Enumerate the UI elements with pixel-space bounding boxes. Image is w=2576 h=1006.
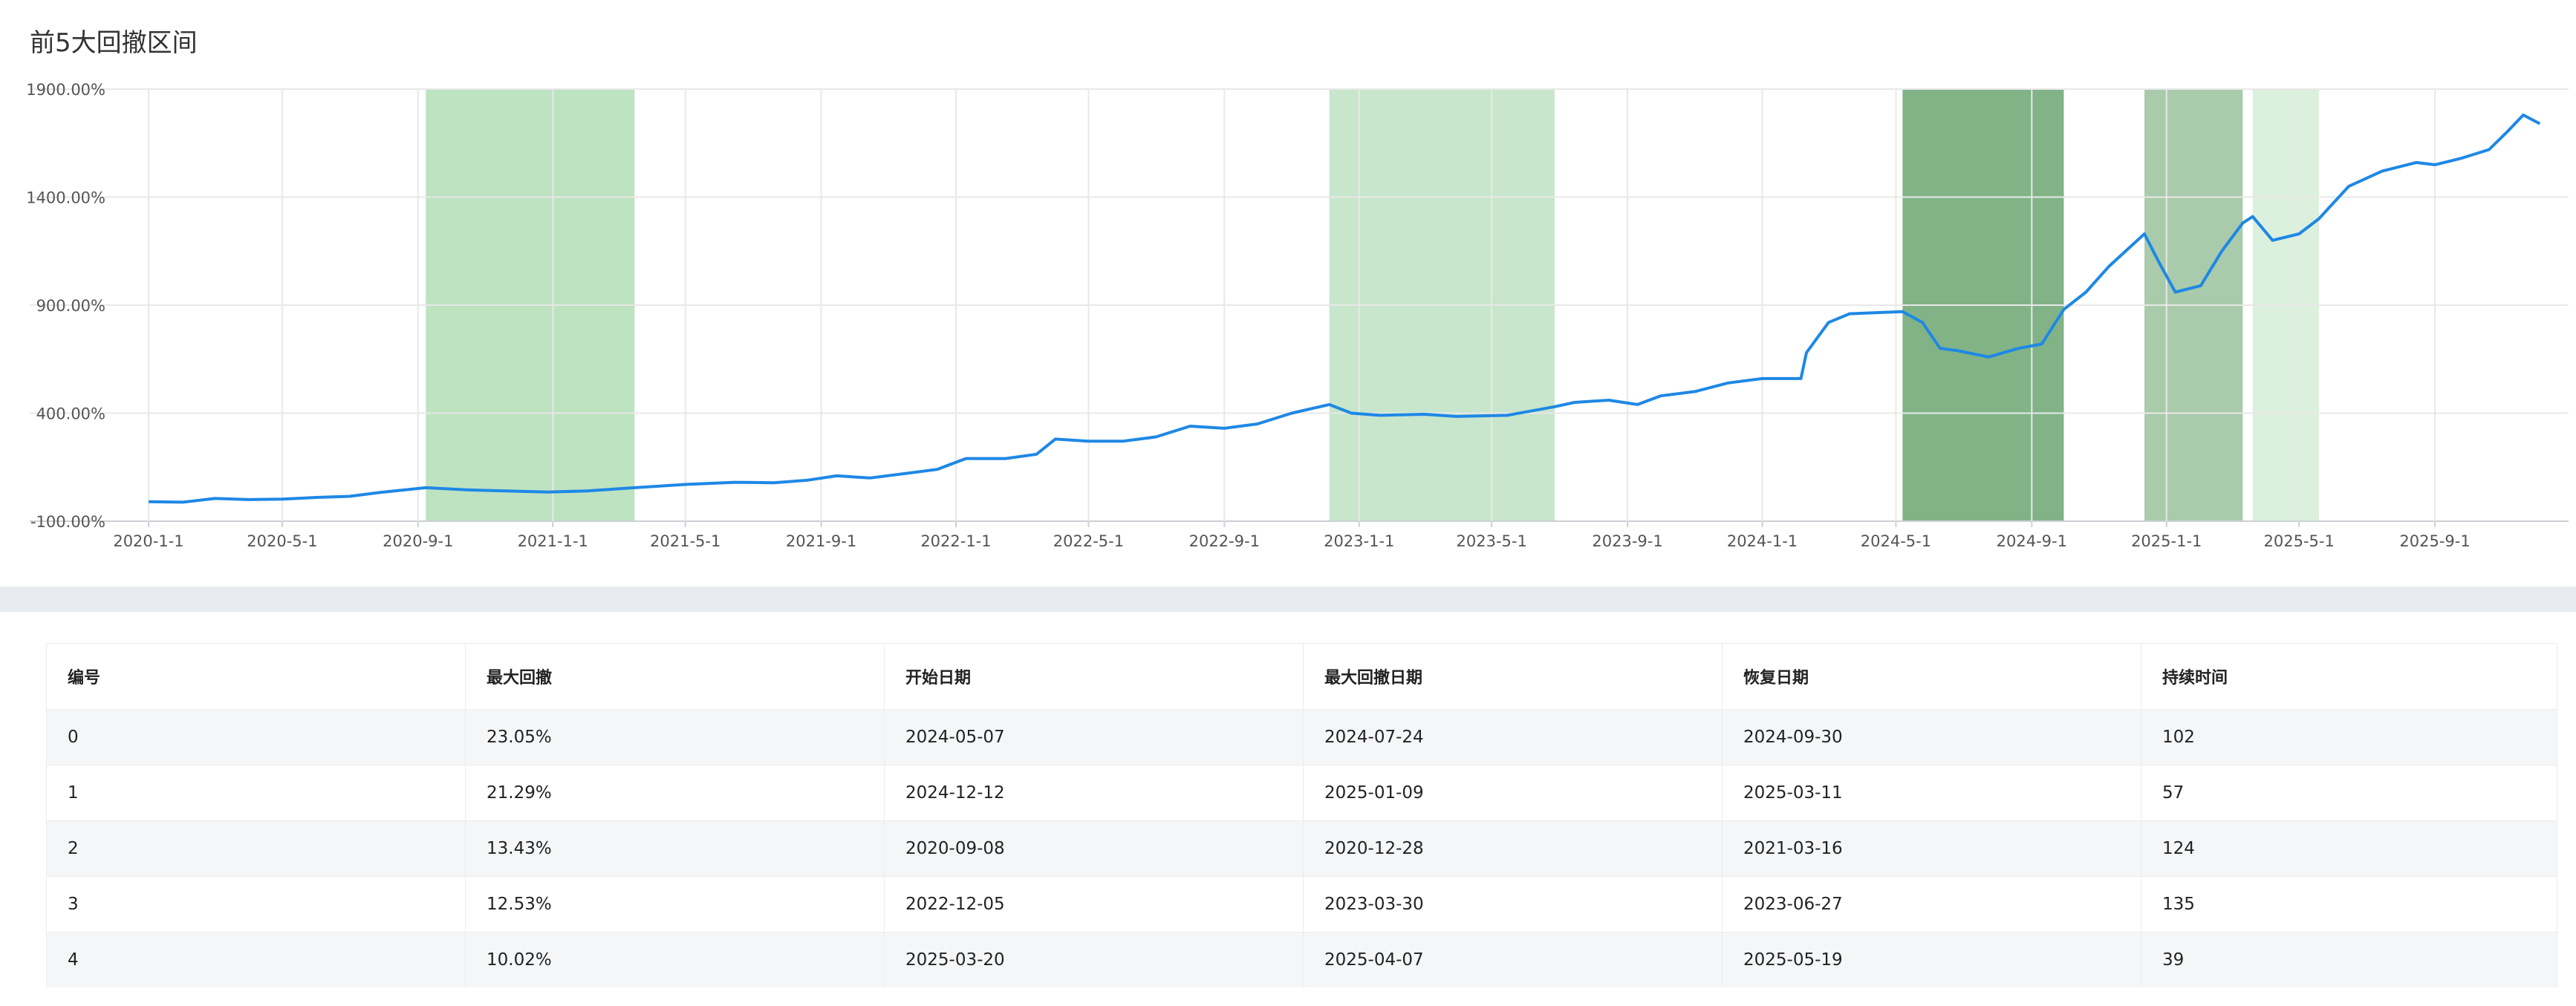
table-cell: 2025-03-20 [884,932,1304,987]
x-tick-label: 2021-1-1 [518,532,588,550]
table-cell: 39 [2141,932,2557,987]
x-tick-label: 2025-9-1 [2399,532,2470,550]
table-cell: 2024-07-24 [1303,709,1723,765]
x-tick-label: 2021-5-1 [650,532,721,550]
x-tick-label: 2022-1-1 [920,532,991,550]
header-cell: 持续时间 [2141,643,2557,710]
y-tick-label: 1900.00% [26,81,105,99]
table-cell: 57 [2141,765,2557,821]
table-cell: 12.53% [465,876,885,932]
table-cell: 2020-12-28 [1303,820,1723,877]
x-tick-label: 2020-1-1 [113,532,183,550]
table-row: 1 21.29% 2024-12-12 2025-01-09 2025-03-1… [46,765,2557,821]
table-cell: 10.02% [465,932,885,987]
y-tick-label: 900.00% [36,297,105,315]
y-tick-label: 400.00% [36,405,105,423]
table-row: 0 23.05% 2024-05-07 2024-07-24 2024-09-3… [46,709,2557,765]
table-cell: 2024-12-12 [884,765,1304,821]
table-cell: 3 [46,876,466,932]
header-cell: 恢复日期 [1722,643,2141,710]
table-cell: 2023-03-30 [1303,876,1723,932]
x-tick-label: 2022-9-1 [1189,532,1260,550]
table-cell: 2025-03-11 [1722,765,2141,821]
table-row: 2 13.43% 2020-09-08 2020-12-28 2021-03-1… [46,820,2557,877]
x-tick-label: 2025-5-1 [2264,532,2335,550]
x-tick-label: 2020-5-1 [247,532,317,550]
table-cell: 2020-09-08 [884,820,1304,877]
table-cell: 2023-06-27 [1722,876,2141,932]
table-cell: 2025-04-07 [1303,932,1723,987]
table-cell: 124 [2141,820,2557,877]
table-cell: 2025-01-09 [1303,765,1723,821]
table-panel: 编号 最大回撤 开始日期 最大回撤日期 恢复日期 持续时间 0 23.05% 2… [0,612,2576,1006]
table-cell: 23.05% [465,709,885,765]
table-cell: 0 [46,709,466,765]
x-tick-label: 2024-5-1 [1861,532,1931,550]
x-tick-label: 2024-1-1 [1727,532,1798,550]
table-cell: 21.29% [465,765,885,821]
table-cell: 2025-05-19 [1722,932,2141,987]
table-header-row: 编号 最大回撤 开始日期 最大回撤日期 恢复日期 持续时间 [46,643,2557,710]
drawdown-chart: -100.00% 400.00% 900.00% 1400.00% 1900.00% 20… [26,81,2569,550]
x-tick-label: 2023-1-1 [1324,532,1394,550]
table-cell: 2022-12-05 [884,876,1304,932]
drawdown-table: 编号 最大回撤 开始日期 最大回撤日期 恢复日期 持续时间 0 23.05% 2… [46,643,2557,987]
x-tick-label: 2021-9-1 [786,532,856,550]
table-cell: 2021-03-16 [1722,820,2141,877]
chart-title: 前5大回撤区间 [30,28,198,58]
table-cell: 1 [46,765,466,821]
table-row: 4 10.02% 2025-03-20 2025-04-07 2025-05-1… [46,932,2557,987]
header-cell: 最大回撤 [465,643,885,710]
chart-panel: 前5大回撤区间 -100.00% 400.00% 900.00% 1400.00% 19… [0,0,2576,587]
table-cell: 102 [2141,709,2557,765]
table-cell: 135 [2141,876,2557,932]
header-cell: 开始日期 [884,643,1304,710]
x-tick-label: 2022-5-1 [1053,532,1124,550]
x-tick-label: 2025-1-1 [2131,532,2202,550]
header-cell: 编号 [46,643,466,710]
series-line [148,113,2541,504]
x-tick-label: 2023-9-1 [1592,532,1662,550]
x-tick-label: 2024-9-1 [1997,532,2067,550]
table-cell: 2024-09-30 [1722,709,2141,765]
table-cell: 2024-05-07 [884,709,1304,765]
x-tick-label: 2023-5-1 [1457,532,1527,550]
table-row: 3 12.53% 2022-12-05 2023-03-30 2023-06-2… [46,876,2557,932]
table-cell: 4 [46,932,466,987]
x-tick-label: 2020-9-1 [383,532,453,550]
table-cell: 13.43% [465,820,885,877]
y-tick-label: 1400.00% [26,189,105,207]
y-tick-label: -100.00% [30,513,105,531]
header-cell: 最大回撤日期 [1303,643,1723,710]
table-cell: 2 [46,820,466,877]
